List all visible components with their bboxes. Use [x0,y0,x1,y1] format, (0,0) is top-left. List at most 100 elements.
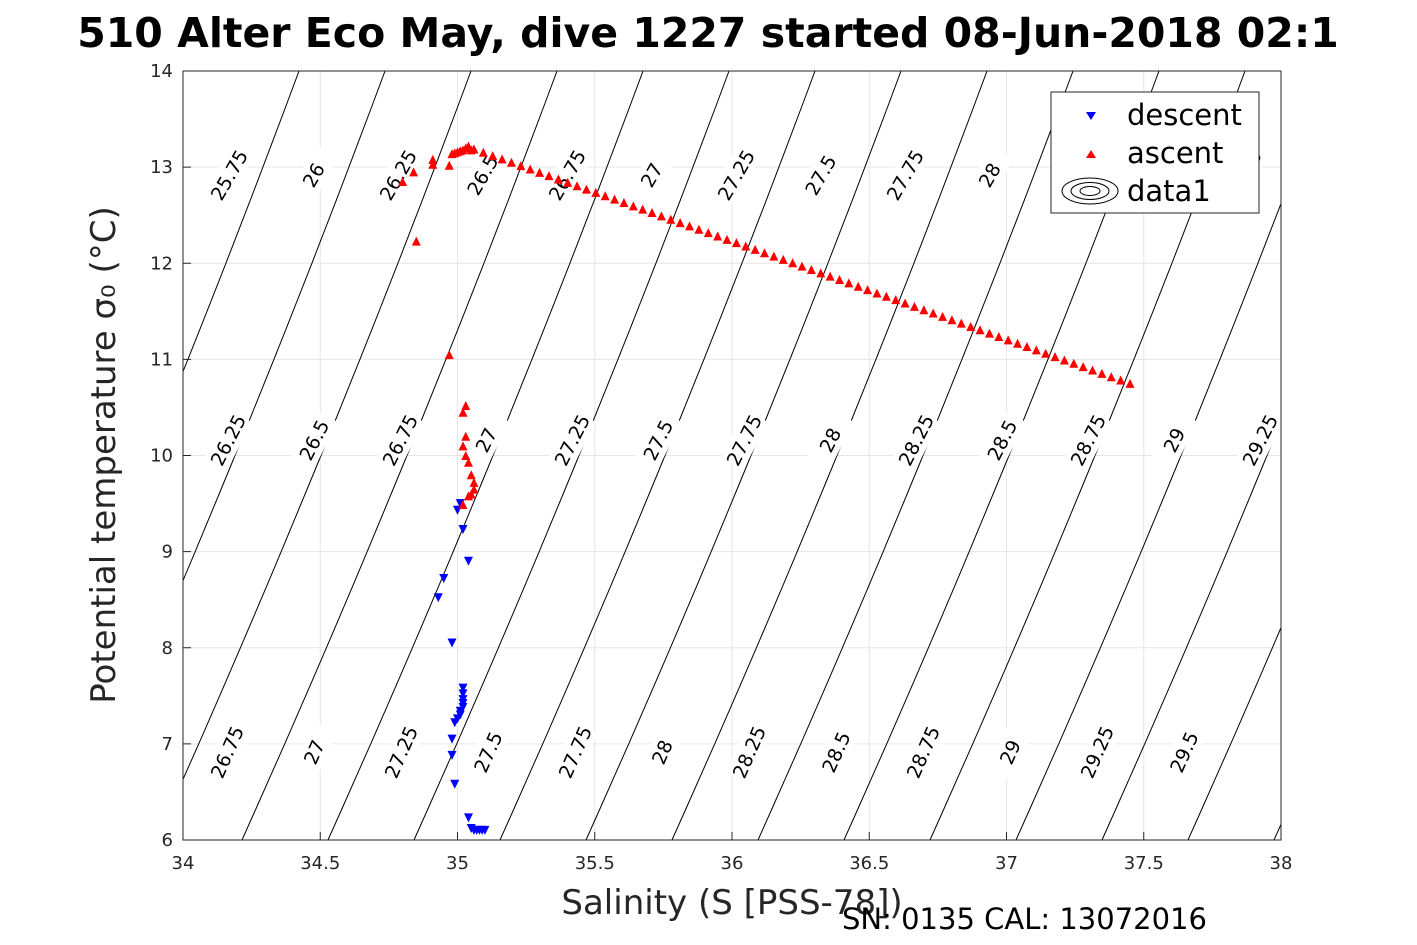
ascent-track-point-44 [881,291,891,301]
ascent-track-point-6 [525,164,535,174]
contour-line-13 [1101,419,1281,840]
x-axis-label: Salinity (S [PSS-78]) [561,883,902,923]
legend-data1-label: data1 [1127,174,1211,208]
contour-label-top-6: 27.25 [714,146,760,204]
ascent-point-7 [469,477,479,487]
ascent-track-point-2 [488,151,498,161]
descent-point-19 [463,813,473,823]
ascent-track-point-5 [516,161,526,171]
ascent-track-point-63 [1059,355,1069,365]
ascent-track-point-13 [591,187,601,197]
ascent-track-point-12 [581,184,591,194]
ascent-track-point-39 [834,275,844,285]
ascent-series [398,141,1135,510]
contour-line-14 [1187,626,1281,840]
ascent-track-point-62 [1050,352,1060,362]
ascent-track-point-29 [741,241,751,251]
contour-line-12 [1015,202,1281,840]
ascent-track-point-46 [900,298,910,308]
ascent-track-point-17 [628,201,638,211]
ascent-point-16 [428,159,438,169]
serial-calibration-annotation: SN: 0135 CAL: 13072016 [842,902,1207,936]
contour-label-top-0: 25.75 [207,146,253,204]
x-tick-label-3: 35.5 [575,853,615,874]
ascent-track-point-33 [778,254,788,264]
legend-ascent-marker [1086,150,1096,158]
descent-point-4 [433,593,443,603]
contour-line-5 [413,71,730,840]
ascent-track-point-15 [610,194,620,204]
ascent-track-point-49 [928,308,938,318]
ascent-point-11 [463,491,473,501]
y-tick-label-8: 14 [150,61,173,82]
ascent-track-point-26 [713,231,723,241]
ascent-track-point-36 [806,264,816,274]
contour-line-2 [183,71,472,781]
ascent-track-point-3 [497,154,507,164]
ascent-track-point-16 [619,197,629,207]
y-tick-label-3: 9 [162,542,173,563]
descent-point-6 [447,638,457,648]
ascent-track-point-41 [853,281,863,291]
ascent-point-2 [461,431,471,441]
x-tick-label-1: 34.5 [300,853,340,874]
y-tick-label-2: 8 [162,638,173,659]
ascent-track-point-53 [966,321,976,331]
ascent-track-point-51 [947,315,957,325]
contour-line-15 [1273,823,1281,840]
y-tick-label-4: 10 [150,446,173,467]
ascent-point-3 [458,441,468,451]
ascent-track-point-42 [863,285,873,295]
y-tick-label-5: 11 [150,349,173,370]
ascent-point-10 [458,500,468,510]
ascent-track-point-35 [797,261,807,271]
descent-point-16 [447,734,457,744]
ascent-point-5 [463,457,473,467]
descent-point-18 [450,779,460,789]
chart-title: 510 Alter Eco May, dive 1227 started 08-… [77,9,1339,57]
ascent-track-point-28 [731,238,741,248]
ascent-point-1 [458,407,468,417]
legend-ascent-label: ascent [1127,136,1223,170]
ascent-point-6 [466,470,476,480]
y-axis-label: Potential temperature σ₀ (°C) [84,206,124,704]
density-contours: 25.75 26 26.25 26.5 26.75 27 27.25 27.5 27.75 282… [183,71,1417,840]
ascent-track-point-50 [938,311,948,321]
ascent-track-point-48 [919,305,929,315]
ascent-point-4 [461,451,471,460]
contour-line-3 [241,71,558,840]
ascent-track-point-38 [825,271,835,281]
ascent-track-point-27 [722,234,732,244]
y-tick-label-6: 12 [150,253,173,274]
contour-line-6 [499,71,816,840]
descent-point-8 [458,689,468,699]
ascent-track-point-64 [1069,358,1079,368]
contour-line-16 [1360,71,1417,840]
ascent-track-point-9 [553,174,563,184]
descent-point-2 [458,525,468,535]
x-axis-ticks: 34 34.5 35 35.5 36 36.5 37 37.5 38 [172,832,1292,874]
ascent-track-point-59 [1022,342,1032,352]
contour-line-8 [671,71,988,840]
ascent-point-13 [411,236,421,246]
ascent-track-point-25 [703,228,713,238]
x-tick-label-6: 37 [995,853,1018,874]
ascent-track-point-37 [816,268,826,278]
ascent-track-point-67 [1097,368,1107,378]
contour-line-1 [183,71,386,582]
descent-point-7 [458,683,468,693]
descent-point-17 [447,750,457,760]
ascent-track-point-14 [600,191,610,201]
ascent-track-point-31 [760,248,770,258]
descent-point-3 [439,574,449,584]
ascent-track-point-43 [872,288,882,298]
ascent-track-point-60 [1031,345,1041,355]
legend-descent-label: descent [1127,98,1242,132]
ascent-track-point-21 [666,214,676,224]
legend-descent-marker [1086,112,1096,120]
ascent-track-point-30 [750,244,760,254]
y-axis-ticks: 6 7 8 9 10 11 12 13 14 [150,61,191,851]
ascent-point-17 [428,154,438,164]
ascent-track-point-8 [544,171,554,181]
y-tick-label-0: 6 [162,830,173,851]
